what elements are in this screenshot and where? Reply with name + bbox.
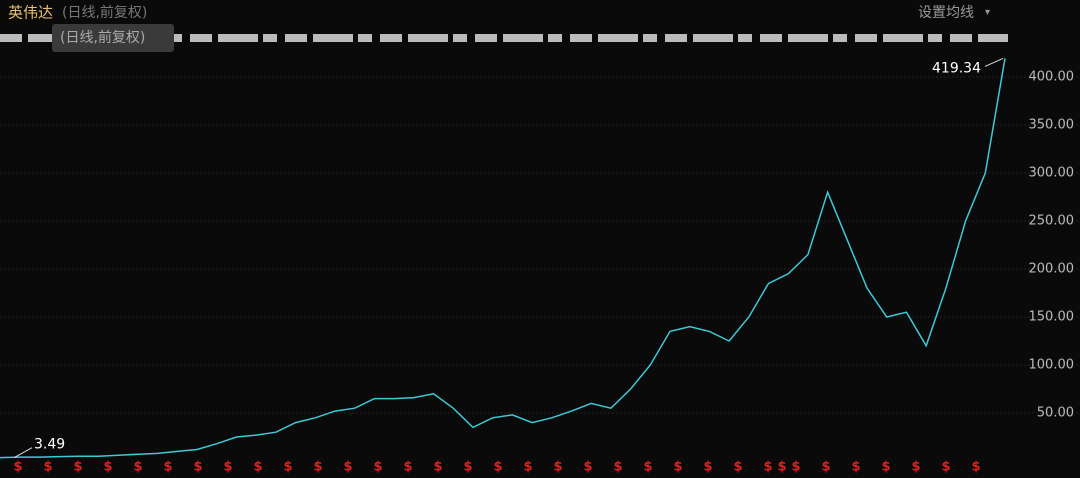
y-tick-label: 50.00 [1037,406,1074,421]
dividend-marker: $ [971,460,980,475]
dividend-marker: $ [851,460,860,475]
dividend-marker: $ [553,460,562,475]
dividend-marker: $ [523,460,532,475]
tooltip-box [52,24,174,52]
dividend-marker: $ [433,460,442,475]
dividend-marker: $ [493,460,502,475]
chart-subtitle: (日线,前复权) [62,4,147,21]
dividend-marker: $ [403,460,412,475]
y-tick-label: 350.00 [1029,118,1075,133]
y-tick-label: 400.00 [1029,70,1075,85]
tooltip: (日线,前复权) [60,29,145,46]
dividend-marker: $ [583,460,592,475]
y-tick-label: 250.00 [1029,214,1075,229]
dividend-marker: $ [373,460,382,475]
y-tick-label: 300.00 [1029,166,1075,181]
ma-setting[interactable]: 设置均线 [918,5,974,21]
y-tick-label: 150.00 [1029,310,1075,325]
dividend-marker: $ [643,460,652,475]
dividend-marker: $ [343,460,352,475]
stock-name: 英伟达 [8,4,53,22]
dividend-marker: $ [163,460,172,475]
min-label: 3.49 [34,437,65,453]
dividend-marker: $ [253,460,262,475]
dividend-marker: $ [613,460,622,475]
y-tick-label: 100.00 [1029,358,1075,373]
dividend-marker: $ [733,460,742,475]
ma-setting-arrow[interactable]: ▾ [985,7,990,18]
dividend-marker: $ [911,460,920,475]
dividend-marker: $ [881,460,890,475]
dividend-marker: $ [73,460,82,475]
dividend-marker: $ [941,460,950,475]
dividend-marker: $ [193,460,202,475]
dividend-marker: $ [43,460,52,475]
dividend-marker: $ [223,460,232,475]
dividend-marker: $ [103,460,112,475]
price-line [0,58,1006,459]
dividend-marker: $ [821,460,830,475]
max-label: 419.34 [932,60,981,76]
dividend-marker: $ [283,460,292,475]
max-arrow [984,57,1004,67]
y-tick-label: 200.00 [1029,262,1075,277]
min-arrow [13,447,33,459]
dividend-marker: $ [673,460,682,475]
dividend-marker: $ [13,460,22,475]
dividend-marker: $ [463,460,472,475]
dividend-marker: $ [763,460,772,475]
dividend-marker: $ [133,460,142,475]
dividend-marker: $ [313,460,322,475]
dividend-marker: $ [791,460,800,475]
dividend-marker: $ [703,460,712,475]
dividend-marker: $ [777,460,786,475]
